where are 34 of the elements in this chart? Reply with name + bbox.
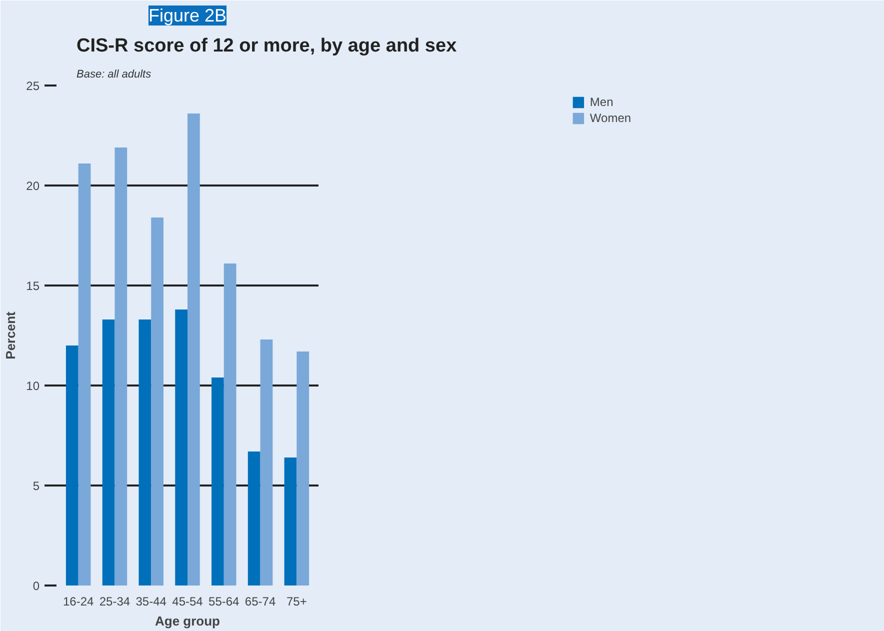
y-tick-label: 25 bbox=[26, 79, 40, 93]
x-tick-label: 75+ bbox=[286, 594, 307, 608]
bar bbox=[175, 310, 188, 586]
bar bbox=[138, 320, 152, 586]
chart-title: Figure 2B bbox=[148, 6, 227, 26]
bar bbox=[78, 164, 91, 586]
bar bbox=[66, 346, 78, 586]
x-tick-label: 45-54 bbox=[172, 594, 204, 608]
x-tick-label: 25-34 bbox=[99, 594, 130, 608]
bar bbox=[296, 352, 310, 586]
x-tick-label: 16-24 bbox=[62, 594, 94, 608]
chart-subtitle: CIS-R score of 12 or more, by age and sex bbox=[76, 36, 458, 56]
bar bbox=[260, 340, 273, 586]
bar bbox=[212, 378, 224, 586]
x-axis-title: Age group bbox=[155, 614, 220, 628]
bar bbox=[151, 218, 164, 586]
y-tick-label: 5 bbox=[32, 479, 40, 493]
x-tick-label: 65-74 bbox=[244, 594, 276, 608]
bar bbox=[188, 114, 200, 586]
y-axis-title: Percent bbox=[3, 310, 18, 360]
y-tick-label: 0 bbox=[32, 579, 40, 593]
y-tick-label: 10 bbox=[26, 379, 40, 393]
bar bbox=[224, 264, 236, 586]
y-tick-label: 15 bbox=[26, 279, 40, 293]
bar bbox=[114, 148, 128, 586]
legend-label: Men bbox=[590, 95, 614, 109]
legend-label: Women bbox=[590, 111, 632, 125]
text: Base: all adults bbox=[76, 68, 152, 80]
bar bbox=[248, 452, 260, 586]
x-tick-label: 35-44 bbox=[136, 594, 167, 608]
bar bbox=[284, 458, 297, 586]
x-tick-label: 55-64 bbox=[208, 594, 240, 608]
bar bbox=[102, 320, 115, 586]
y-tick-label: 20 bbox=[26, 179, 40, 193]
